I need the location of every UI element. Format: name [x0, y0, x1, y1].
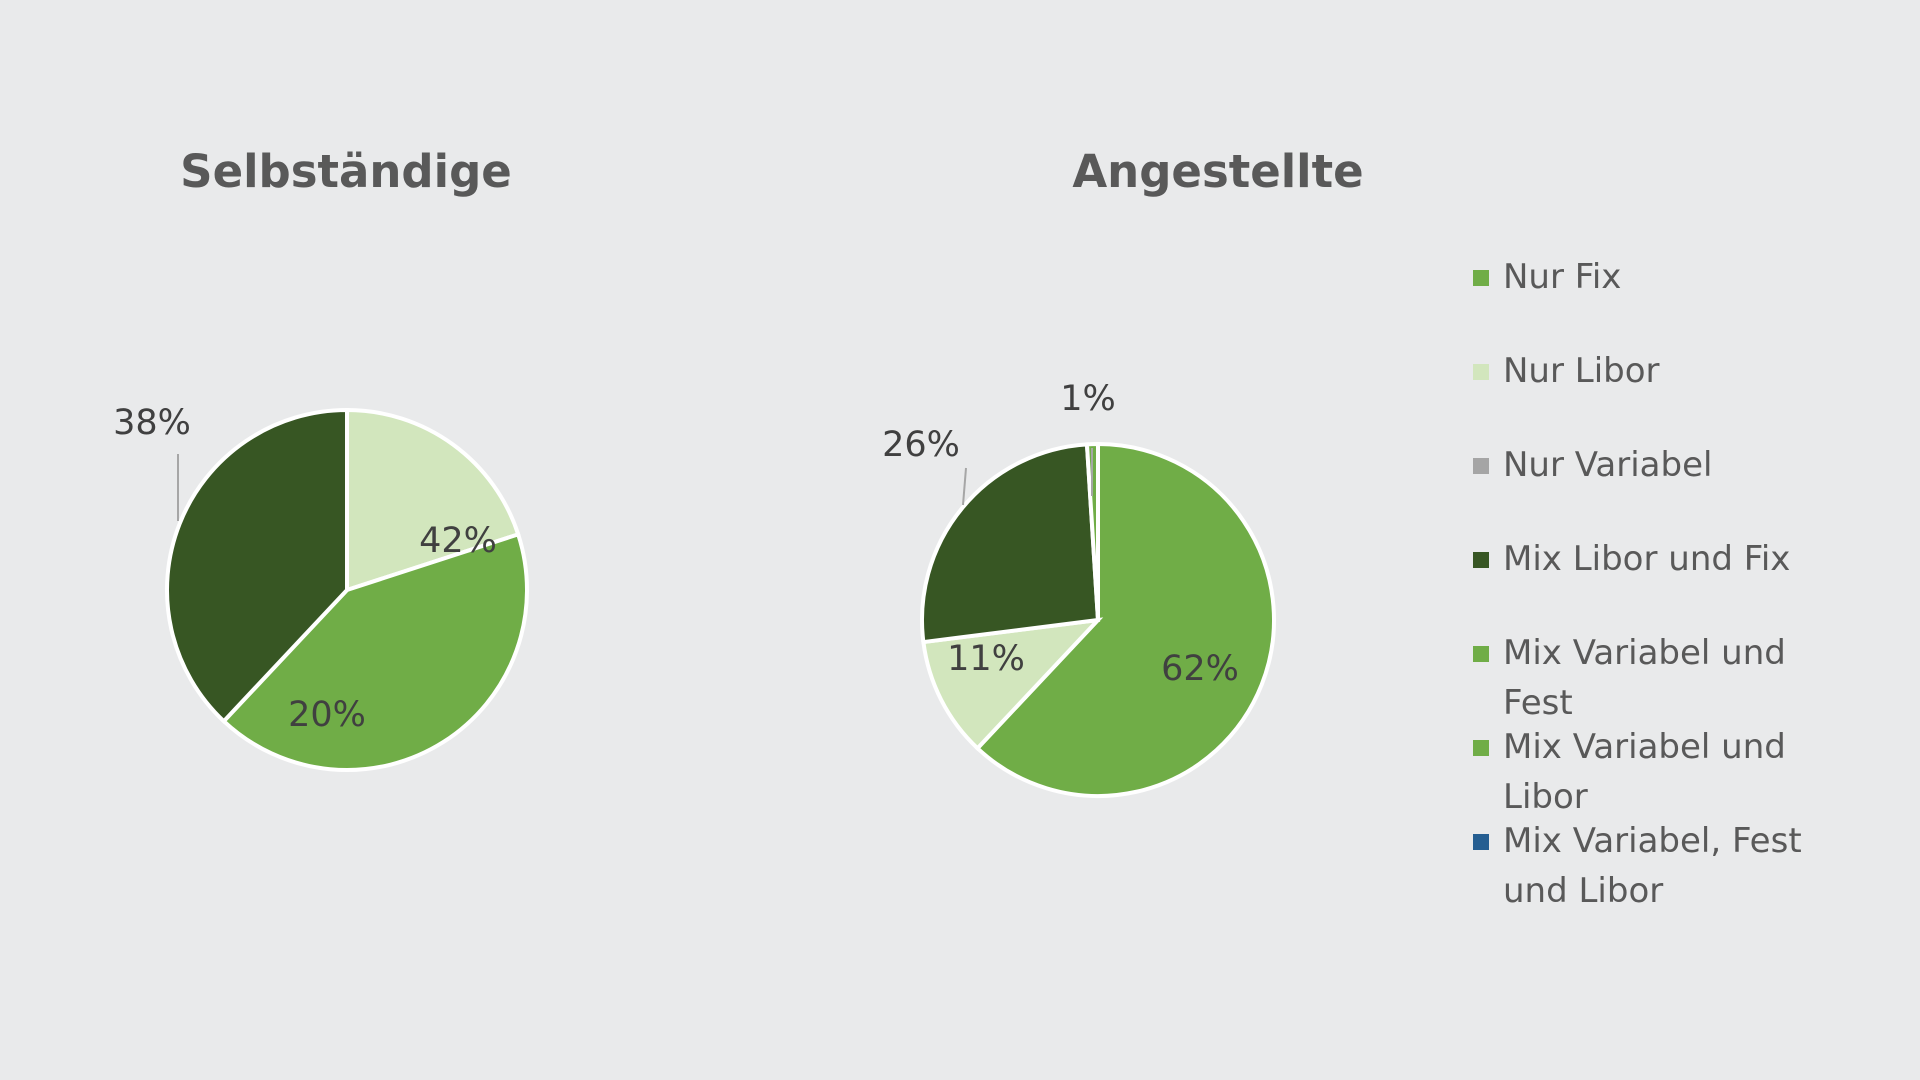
legend-item-mix-variabel-fest-libor: Mix Variabel, Fest und Libor [1473, 816, 1893, 916]
legend-label-nur-libor: Nur Libor [1503, 351, 1660, 391]
chart-title-selbstaendige: Selbständige [180, 145, 512, 198]
legend-item-nur-libor: Nur Libor [1473, 346, 1893, 396]
legend-item-nur-fix: Nur Fix [1473, 252, 1893, 302]
legend-swatch-mix-variabel-fest [1473, 646, 1489, 662]
legend-item-mix-libor-fix: Mix Libor und Fix [1473, 534, 1893, 584]
pie-slice-selbstaendige-nur-fix [220, 531, 529, 772]
pie-slice-angestellte-nur-fix [974, 441, 1276, 798]
pie-slice-angestellte-nur-libor [921, 617, 1104, 752]
data-label-selbstaendige-2: 38% [113, 403, 191, 443]
legend-swatch-mix-variabel-libor [1473, 740, 1489, 756]
data-label-angestellte-0: 62% [1161, 649, 1239, 689]
data-label-selbstaendige-0: 42% [419, 521, 497, 561]
data-label-selbstaendige-1: 20% [288, 695, 366, 735]
legend-label-nur-fix: Nur Fix [1503, 257, 1622, 297]
legend-label-mix-variabel-fest-libor: Mix Variabel, Fest und Libor [1503, 821, 1802, 911]
data-label-angestellte-3: 1% [1060, 379, 1116, 419]
pie-slice-selbstaendige-nur-libor [345, 407, 521, 593]
pie-slice-angestellte-mix-variabel-und-libor [1084, 441, 1100, 621]
legend-label-mix-variabel-fest: Mix Variabel und Fest [1503, 633, 1786, 723]
legend-swatch-nur-libor [1473, 364, 1489, 380]
legend-swatch-mix-libor-fix [1473, 552, 1489, 568]
leader-line-angestellte-2 [962, 467, 967, 506]
chart-title-angestellte: Angestellte [1072, 145, 1364, 198]
legend-swatch-nur-variabel [1473, 458, 1489, 474]
legend-item-mix-variabel-fest: Mix Variabel und Fest [1473, 628, 1893, 728]
legend-item-nur-variabel: Nur Variabel [1473, 440, 1893, 490]
legend-label-mix-variabel-libor: Mix Variabel und Libor [1503, 727, 1786, 817]
pie-slice-selbstaendige-mix-libor-und-fix [165, 407, 349, 725]
pie-slice-angestellte-mix-libor-und-fix [920, 442, 1101, 645]
legend-item-mix-variabel-libor: Mix Variabel und Libor [1473, 722, 1893, 822]
legend-label-nur-variabel: Nur Variabel [1503, 445, 1713, 485]
legend-label-mix-libor-fix: Mix Libor und Fix [1503, 539, 1791, 579]
data-label-angestellte-1: 11% [947, 639, 1025, 679]
legend-swatch-mix-variabel-fest-libor [1473, 834, 1489, 850]
data-label-angestellte-2: 26% [882, 425, 960, 465]
legend-swatch-nur-fix [1473, 270, 1489, 286]
